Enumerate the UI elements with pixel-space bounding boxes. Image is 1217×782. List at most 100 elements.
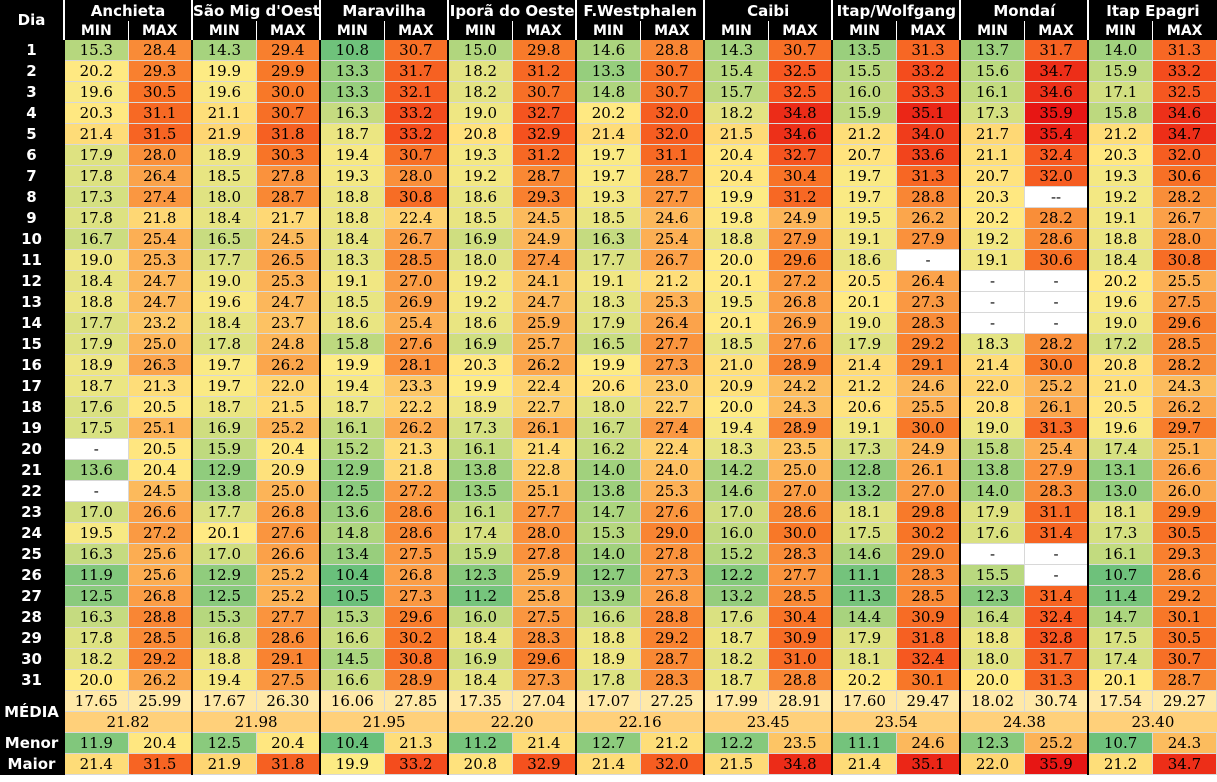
- min-temp-cell: 19.2: [447, 165, 513, 187]
- max-temp-cell: 28.3: [512, 627, 577, 649]
- max-temp-cell: 34.6: [1024, 81, 1089, 103]
- average-min-cell: 17.65: [63, 690, 129, 712]
- min-temp-cell: 21.4: [575, 753, 641, 775]
- min-temp-cell: -: [63, 480, 129, 502]
- max-temp-cell: 31.8: [256, 123, 321, 145]
- table-row: 29 17.8 28.5 16.8 28.6 16.6 30.2 18.4 28.3 18.8 29…: [0, 627, 1217, 649]
- min-temp-cell: 16.3: [63, 543, 129, 565]
- min-temp-cell: 19.6: [1087, 291, 1153, 313]
- min-temp-cell: 14.2: [703, 459, 769, 481]
- max-temp-cell: 28.8: [896, 186, 961, 208]
- max-temp-cell: 29.3: [128, 60, 193, 82]
- max-temp-cell: 30.8: [1152, 249, 1217, 271]
- min-temp-cell: 17.7: [63, 312, 129, 334]
- min-temp-cell: 19.8: [703, 207, 769, 229]
- min-temp-cell: 19.9: [575, 354, 641, 376]
- max-temp-cell: 24.9: [768, 207, 833, 229]
- max-temp-cell: 28.8: [640, 40, 705, 61]
- min-temp-cell: 18.0: [959, 648, 1025, 670]
- min-temp-cell: 22.0: [959, 375, 1025, 397]
- max-temp-cell: 34.8: [768, 753, 833, 775]
- max-temp-cell: 26.3: [128, 354, 193, 376]
- min-temp-cell: 14.3: [191, 40, 257, 61]
- max-temp-cell: 30.7: [768, 40, 833, 61]
- table-row: 23 17.0 26.6 17.7 26.8 13.6 28.6 16.1 27.7 14.7 27…: [0, 501, 1217, 523]
- max-temp-cell: -: [1024, 291, 1089, 313]
- min-temp-cell: 17.9: [831, 333, 897, 355]
- min-temp-cell: 16.1: [319, 417, 385, 439]
- min-temp-cell: 21.5: [703, 753, 769, 775]
- max-temp-cell: 21.3: [384, 732, 449, 754]
- max-temp-cell: 31.3: [896, 40, 961, 61]
- max-temp-cell: 25.4: [1024, 438, 1089, 460]
- max-temp-cell: 30.4: [768, 606, 833, 628]
- max-temp-cell: 33.2: [1152, 60, 1217, 82]
- min-temp-cell: 20.8: [447, 123, 513, 145]
- max-temp-cell: 28.7: [256, 186, 321, 208]
- min-temp-cell: 20.6: [575, 375, 641, 397]
- max-temp-cell: 27.8: [640, 543, 705, 565]
- max-temp-cell: 29.2: [896, 333, 961, 355]
- min-temp-cell: 17.0: [63, 501, 129, 523]
- min-temp-cell: 14.5: [319, 648, 385, 670]
- day-label: 6: [0, 144, 65, 166]
- min-temp-cell: 13.7: [959, 40, 1025, 61]
- max-temp-cell: 25.4: [384, 312, 449, 334]
- min-temp-cell: 11.1: [831, 732, 897, 754]
- average-max-cell: 27.85: [383, 690, 449, 712]
- min-temp-cell: 20.2: [959, 207, 1025, 229]
- min-temp-cell: 14.0: [1087, 40, 1153, 61]
- max-temp-cell: 25.2: [256, 585, 321, 607]
- min-temp-cell: 14.6: [575, 40, 641, 61]
- max-temp-cell: 32.1: [384, 81, 449, 103]
- min-temp-cell: 17.8: [63, 165, 129, 187]
- average-label: MÉDIA: [0, 690, 65, 733]
- day-label: 18: [0, 396, 65, 418]
- min-column-header: MIN: [63, 21, 129, 40]
- min-temp-cell: 18.8: [1087, 228, 1153, 250]
- max-temp-cell: 31.2: [768, 186, 833, 208]
- day-label: 5: [0, 123, 65, 145]
- table-row: 25 16.3 25.6 17.0 26.6 13.4 27.5 15.9 27.8 14.0 27…: [0, 543, 1217, 565]
- min-temp-cell: 19.1: [1087, 207, 1153, 229]
- min-temp-cell: 19.3: [575, 186, 641, 208]
- min-temp-cell: 19.2: [1087, 186, 1153, 208]
- max-temp-cell: 29.0: [896, 543, 961, 565]
- min-temp-cell: 11.9: [63, 564, 129, 586]
- max-temp-cell: 20.5: [128, 438, 193, 460]
- max-temp-cell: 28.8: [640, 606, 705, 628]
- max-temp-cell: 32.0: [640, 753, 705, 775]
- table-row: 3 19.6 30.5 19.6 30.0 13.3 32.1 18.2 30.7 14.8 30.…: [0, 81, 1217, 103]
- min-temp-cell: 20.8: [959, 396, 1025, 418]
- max-temp-cell: 32.4: [896, 648, 961, 670]
- max-column-header: MAX: [255, 21, 321, 40]
- max-temp-cell: 32.9: [512, 123, 577, 145]
- max-column-header: MAX: [1151, 21, 1217, 40]
- min-temp-cell: 12.3: [959, 732, 1025, 754]
- table-row: 17 18.7 21.3 19.7 22.0 19.4 23.3 19.9 22.4 20.6 23…: [0, 375, 1217, 397]
- max-temp-cell: 30.6: [1152, 165, 1217, 187]
- min-temp-cell: 19.0: [959, 417, 1025, 439]
- min-temp-cell: 17.4: [1087, 648, 1153, 670]
- min-temp-cell: 16.1: [447, 501, 513, 523]
- max-temp-cell: 25.3: [640, 480, 705, 502]
- min-temp-cell: 17.0: [191, 543, 257, 565]
- average-min-cell: 17.35: [447, 690, 513, 712]
- day-label: 15: [0, 333, 65, 355]
- max-temp-cell: 24.7: [512, 291, 577, 313]
- min-temp-cell: 21.2: [1087, 123, 1153, 145]
- day-label: 12: [0, 270, 65, 292]
- day-label: 28: [0, 606, 65, 628]
- min-temp-cell: 20.5: [1087, 396, 1153, 418]
- min-column-header: MIN: [319, 21, 385, 40]
- max-temp-cell: 24.3: [1152, 375, 1217, 397]
- min-temp-cell: 17.9: [63, 333, 129, 355]
- average-max-cell: 27.25: [639, 690, 705, 712]
- min-column-header: MIN: [703, 21, 769, 40]
- min-temp-cell: 17.3: [831, 438, 897, 460]
- max-temp-cell: 26.4: [640, 312, 705, 334]
- min-temp-cell: 18.5: [575, 207, 641, 229]
- min-temp-cell: 19.0: [831, 312, 897, 334]
- station-header: Anchieta: [63, 0, 193, 21]
- min-temp-cell: 19.5: [703, 291, 769, 313]
